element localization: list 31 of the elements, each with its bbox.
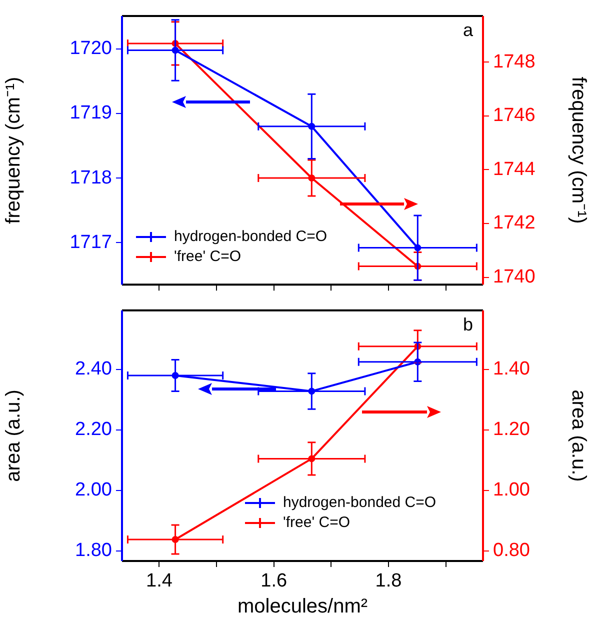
x-tick-label: 1.8 [375, 570, 402, 592]
legend-label: 'free' C=O [174, 247, 242, 267]
x-axis-title: molecules/nm² [237, 596, 368, 618]
y2-tick-label: 1746 [493, 105, 536, 126]
annotation: b [462, 314, 473, 334]
y2-tick-label: 1742 [493, 212, 536, 234]
x-tick-label: 1.4 [146, 570, 173, 592]
y2-tick-label: 1748 [493, 51, 536, 72]
y-tick-label: 2.20 [75, 419, 112, 440]
legend-label: hydrogen-bonded C=O [174, 227, 328, 247]
y-tick-label: 1.80 [75, 540, 112, 562]
y2-tick-label: 1740 [493, 266, 536, 288]
y-tick-label: 1719 [70, 102, 112, 124]
y2-axis-title: area (a.u.) [567, 390, 590, 482]
y-tick-label: 1720 [70, 38, 112, 60]
y-tick-label: 1717 [70, 232, 112, 253]
y2-axis-title: frequency (cm⁻¹) [567, 76, 590, 224]
y-tick-label: 1718 [70, 167, 112, 188]
legend-label: hydrogen-bonded C=O [283, 493, 436, 513]
legend-label: 'free' C=O [283, 513, 350, 533]
y2-tick-label: 0.80 [493, 540, 530, 562]
y-tick-label: 2.40 [75, 358, 112, 380]
y2-tick-label: 1.20 [493, 419, 530, 440]
y-axis-title: area (a.u.) [2, 390, 25, 482]
x-tick-label: 1.6 [260, 570, 288, 592]
y2-tick-label: 1.00 [493, 480, 530, 501]
y-axis-title: frequency (cm⁻¹) [2, 76, 25, 224]
y2-tick-label: 1.40 [493, 358, 530, 380]
y-tick-label: 2.00 [75, 480, 112, 501]
y2-tick-label: 1744 [493, 158, 536, 180]
annotation: a [462, 20, 474, 40]
